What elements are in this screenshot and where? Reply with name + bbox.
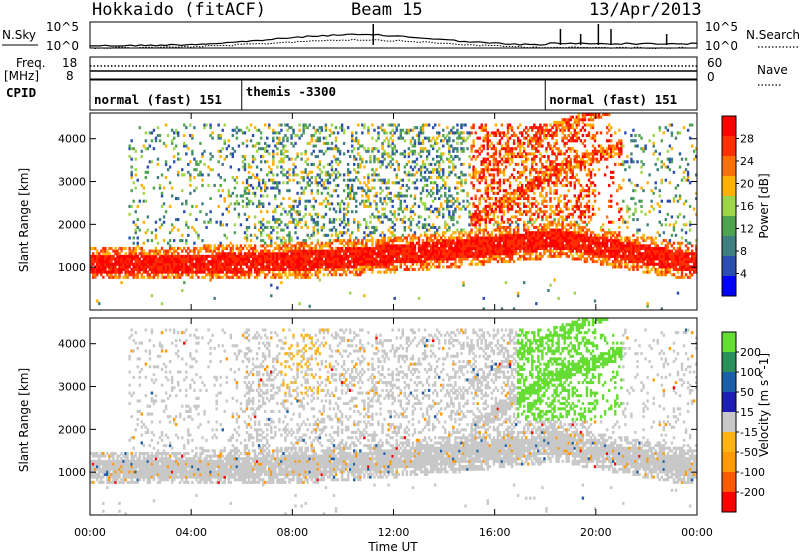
freq-panel: Freq. [MHz] 18 8 60 0 Nave [4,56,788,86]
power-colorbar-band [722,256,736,277]
nave-label: Nave [757,63,788,77]
power-colorbar-tick: 4 [740,268,747,281]
velocity-colorbar-band [722,372,736,393]
x-tick-label: 12:00 [378,526,410,539]
power-colorbar-band [722,216,736,237]
x-tick-label: 00:00 [74,526,106,539]
power-colorbar-band [722,156,736,177]
power-colorbar-tick: 28 [740,133,754,146]
beam-title: Beam 15 [351,0,423,20]
velocity-colorbar-tick: 15 [740,406,754,419]
power-colorbar-band [722,176,736,197]
velocity-panel: 1000 2000 3000 4000 Slant Range [km] -200 -1… [17,317,771,516]
noise-left-tick-bottom: 10^0 [46,39,79,53]
velocity-colorbar-tick: 100 [740,366,761,379]
velocity-colorbar-tick: -15 [740,426,758,439]
x-tick-label: 04:00 [175,526,207,539]
noise-left-tick-top: 10^5 [46,20,79,34]
freq-label-line1: Freq. [16,56,46,70]
freq-right-tick-top: 60 [707,56,722,70]
power-ylabel: Slant Range [km] [17,168,31,272]
velocity-colorbar-band [722,392,736,413]
y-tick-label: 2000 [58,218,86,231]
velocity-colorbar-band [722,492,736,513]
velocity-colorbar-band [722,432,736,453]
velocity-colorbar-tick: 50 [740,386,754,399]
site-title: Hokkaido (fitACF) [92,0,266,20]
noise-right-label: N.Search [746,28,800,42]
velocity-colorbar-band [722,412,736,433]
cpid-segment-1: themis -3300 [246,84,336,99]
noise-sky-trace [89,38,698,50]
date-title: 13/Apr/2013 [589,0,702,20]
power-heatmap-cells [90,113,698,311]
velocity-heatmap-cells [90,318,698,516]
y-tick-label: 1000 [58,466,86,479]
velocity-ylabel: Slant Range [km] [17,368,31,472]
power-panel: 1000 2000 3000 4000 Slant Range [km] 4 8 12 16… [17,112,771,311]
velocity-colorbar-band [722,472,736,493]
power-colorbar-band [722,196,736,217]
power-colorbar-tick: 16 [740,200,754,213]
x-tick-label: 20:00 [580,526,612,539]
x-axis: 00:00 04:00 08:00 12:00 16:00 20:00 00:00 [74,113,713,539]
y-tick-label: 4000 [58,338,86,351]
x-axis-label: Time UT [367,540,418,554]
freq-left-tick-top: 18 [62,56,77,70]
power-colorbar-tick: 20 [740,178,754,191]
x-tick-label: 16:00 [479,526,511,539]
freq-right-tick-bottom: 0 [707,70,715,84]
y-tick-label: 3000 [58,381,86,394]
power-colorbar-tick: 8 [740,245,747,258]
y-tick-label: 3000 [58,176,86,189]
noise-right-tick-top: 10^5 [705,20,738,34]
cpid-segment-0: normal (fast) 151 [94,92,222,107]
power-colorbar-band [722,116,736,137]
cpid-segment-2: normal (fast) 151 [549,92,677,107]
noise-right-tick-bottom: 10^0 [705,39,738,53]
velocity-colorbar-tick: 200 [740,346,761,359]
velocity-colorbar-tick: -50 [740,446,758,459]
velocity-colorbar-band [722,452,736,473]
noise-left-label: N.Sky [2,28,36,42]
freq-label-line2: [MHz] [4,69,39,83]
velocity-colorbar-tick: -200 [740,486,765,499]
freq-left-tick-bottom: 8 [66,69,74,83]
y-tick-label: 2000 [58,423,86,436]
velocity-colorbar-band [722,352,736,373]
noise-panel: N.Sky 10^5 10^0 10^5 10^0 N.Search [2,20,800,53]
cpid-label: CPID [6,85,36,100]
y-tick-label: 1000 [58,261,86,274]
power-colorbar-tick: 12 [740,223,754,236]
power-colorbar-label: Power [dB] [757,173,771,238]
cpid-panel: CPID normal (fast) 151 themis -3300 normal… [6,79,698,111]
y-tick-label: 4000 [58,133,86,146]
noise-search-trace [89,33,698,47]
power-colorbar-band [722,136,736,157]
power-colorbar-band [722,236,736,257]
velocity-colorbar-tick: -100 [740,466,765,479]
power-colorbar-tick: 24 [740,155,754,168]
velocity-colorbar-label: Velocity [m s^-1] [757,353,771,457]
x-tick-label: 08:00 [276,526,308,539]
x-tick-label: 00:00 [681,526,713,539]
velocity-colorbar-band [722,332,736,353]
power-colorbar-band [722,276,736,297]
